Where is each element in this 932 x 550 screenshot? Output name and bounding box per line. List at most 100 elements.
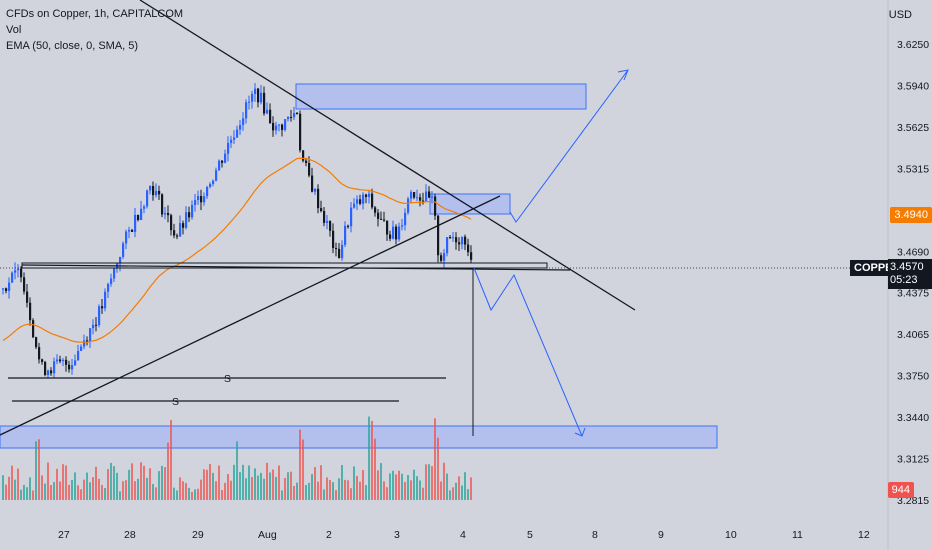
- volume-bar: [86, 472, 88, 500]
- candle-body: [179, 223, 182, 237]
- candle-body: [239, 125, 242, 130]
- volume-value-tag: 944: [887, 482, 914, 498]
- volume-bar: [80, 489, 82, 500]
- volume-bar: [32, 490, 34, 500]
- volume-bar: [359, 481, 361, 500]
- volume-bar: [470, 477, 472, 500]
- candle-body: [323, 211, 326, 223]
- volume-bar: [227, 473, 229, 500]
- volume-bar: [215, 481, 217, 500]
- last-price-tag: 3.4570 05:23: [888, 259, 932, 289]
- x-tick-label: 28: [124, 529, 136, 541]
- x-tick-label: Aug: [258, 529, 277, 541]
- candle-body: [332, 230, 335, 249]
- candle-body: [353, 203, 356, 208]
- volume-bar: [416, 476, 418, 500]
- candle-body: [266, 109, 269, 114]
- volume-bar: [38, 439, 40, 500]
- candle-body: [125, 231, 128, 244]
- volume-bar: [194, 489, 196, 500]
- x-tick-label: 9: [658, 529, 664, 541]
- y-tick-label: 3.5315: [897, 163, 929, 175]
- volume-bar: [407, 474, 409, 500]
- candle-body: [20, 268, 23, 278]
- volume-bar: [458, 476, 460, 500]
- candle-body: [143, 206, 146, 209]
- bullish-arrowhead: [617, 69, 629, 81]
- volume-indicator-label[interactable]: Vol: [6, 24, 22, 36]
- candle-body: [206, 186, 209, 197]
- candle-body: [380, 218, 383, 220]
- candle-body: [320, 208, 323, 212]
- volume-bar: [419, 480, 421, 500]
- candle-body: [8, 282, 11, 291]
- s-marker: S: [224, 373, 231, 385]
- volume-bar: [119, 491, 121, 500]
- volume-bar: [257, 475, 259, 500]
- candle-body: [413, 192, 416, 198]
- candle-body: [338, 248, 341, 259]
- candle-body: [107, 283, 110, 292]
- volume-bar: [254, 468, 256, 500]
- demand-zone: [0, 425, 718, 449]
- x-tick-label: 4: [460, 529, 466, 541]
- volume-bar: [251, 477, 253, 500]
- candle-body: [140, 208, 143, 220]
- candle-body: [260, 92, 263, 103]
- volume-bar: [449, 490, 451, 500]
- s-marker: S: [172, 396, 179, 408]
- currency-label: USD: [888, 9, 912, 21]
- candle-body: [290, 116, 293, 118]
- candle-body: [398, 226, 401, 240]
- volume-bar: [146, 477, 148, 500]
- volume-bar: [23, 484, 25, 500]
- volume-bar: [356, 475, 358, 500]
- candle-body: [26, 291, 29, 303]
- candle-body: [467, 244, 470, 253]
- volume-bar: [203, 469, 205, 500]
- volume-bar: [230, 480, 232, 500]
- candle-body: [371, 193, 374, 208]
- candle-body: [134, 214, 137, 232]
- volume-bar: [269, 472, 271, 500]
- volume-bar: [320, 465, 322, 500]
- candle-body: [287, 116, 290, 120]
- bearish-projection-arrow: [473, 267, 583, 437]
- candle-body: [308, 163, 311, 176]
- symbol-title[interactable]: CFDs on Copper, 1h, CAPITALCOM: [6, 8, 184, 20]
- volume-bar: [68, 484, 70, 500]
- y-tick-label: 3.2815: [897, 495, 929, 507]
- volume-bar: [353, 466, 355, 500]
- candle-body: [146, 190, 149, 207]
- candle-body: [257, 88, 260, 103]
- candle-body: [50, 370, 53, 374]
- candle-body: [359, 199, 362, 204]
- candle-body: [419, 197, 422, 201]
- candle-body: [452, 237, 455, 239]
- candle-body: [176, 235, 179, 237]
- candle-body: [218, 160, 221, 171]
- volume-bar: [107, 469, 109, 500]
- candle-body: [65, 359, 68, 365]
- volume-bar: [206, 469, 208, 500]
- x-tick-label: 8: [592, 529, 598, 541]
- volume-bar: [218, 465, 220, 500]
- ema-line: [2, 157, 472, 343]
- candle-body: [191, 204, 194, 218]
- volume-bar: [443, 462, 445, 500]
- candle-body: [389, 234, 392, 239]
- volume-bar: [347, 480, 349, 500]
- candle-body: [74, 360, 77, 366]
- y-tick-label: 3.6250: [897, 39, 929, 51]
- candle-body: [374, 207, 377, 213]
- y-tick-label: 3.5625: [897, 122, 929, 134]
- volume-bar: [5, 484, 7, 500]
- volume-bar: [434, 418, 436, 500]
- volume-bar: [335, 490, 337, 500]
- ema-indicator-label[interactable]: EMA (50, close, 0, SMA, 5): [6, 40, 139, 52]
- volume-bar: [455, 482, 457, 500]
- volume-bar: [461, 485, 463, 500]
- candle-body: [170, 215, 173, 231]
- volume-bar: [401, 473, 403, 500]
